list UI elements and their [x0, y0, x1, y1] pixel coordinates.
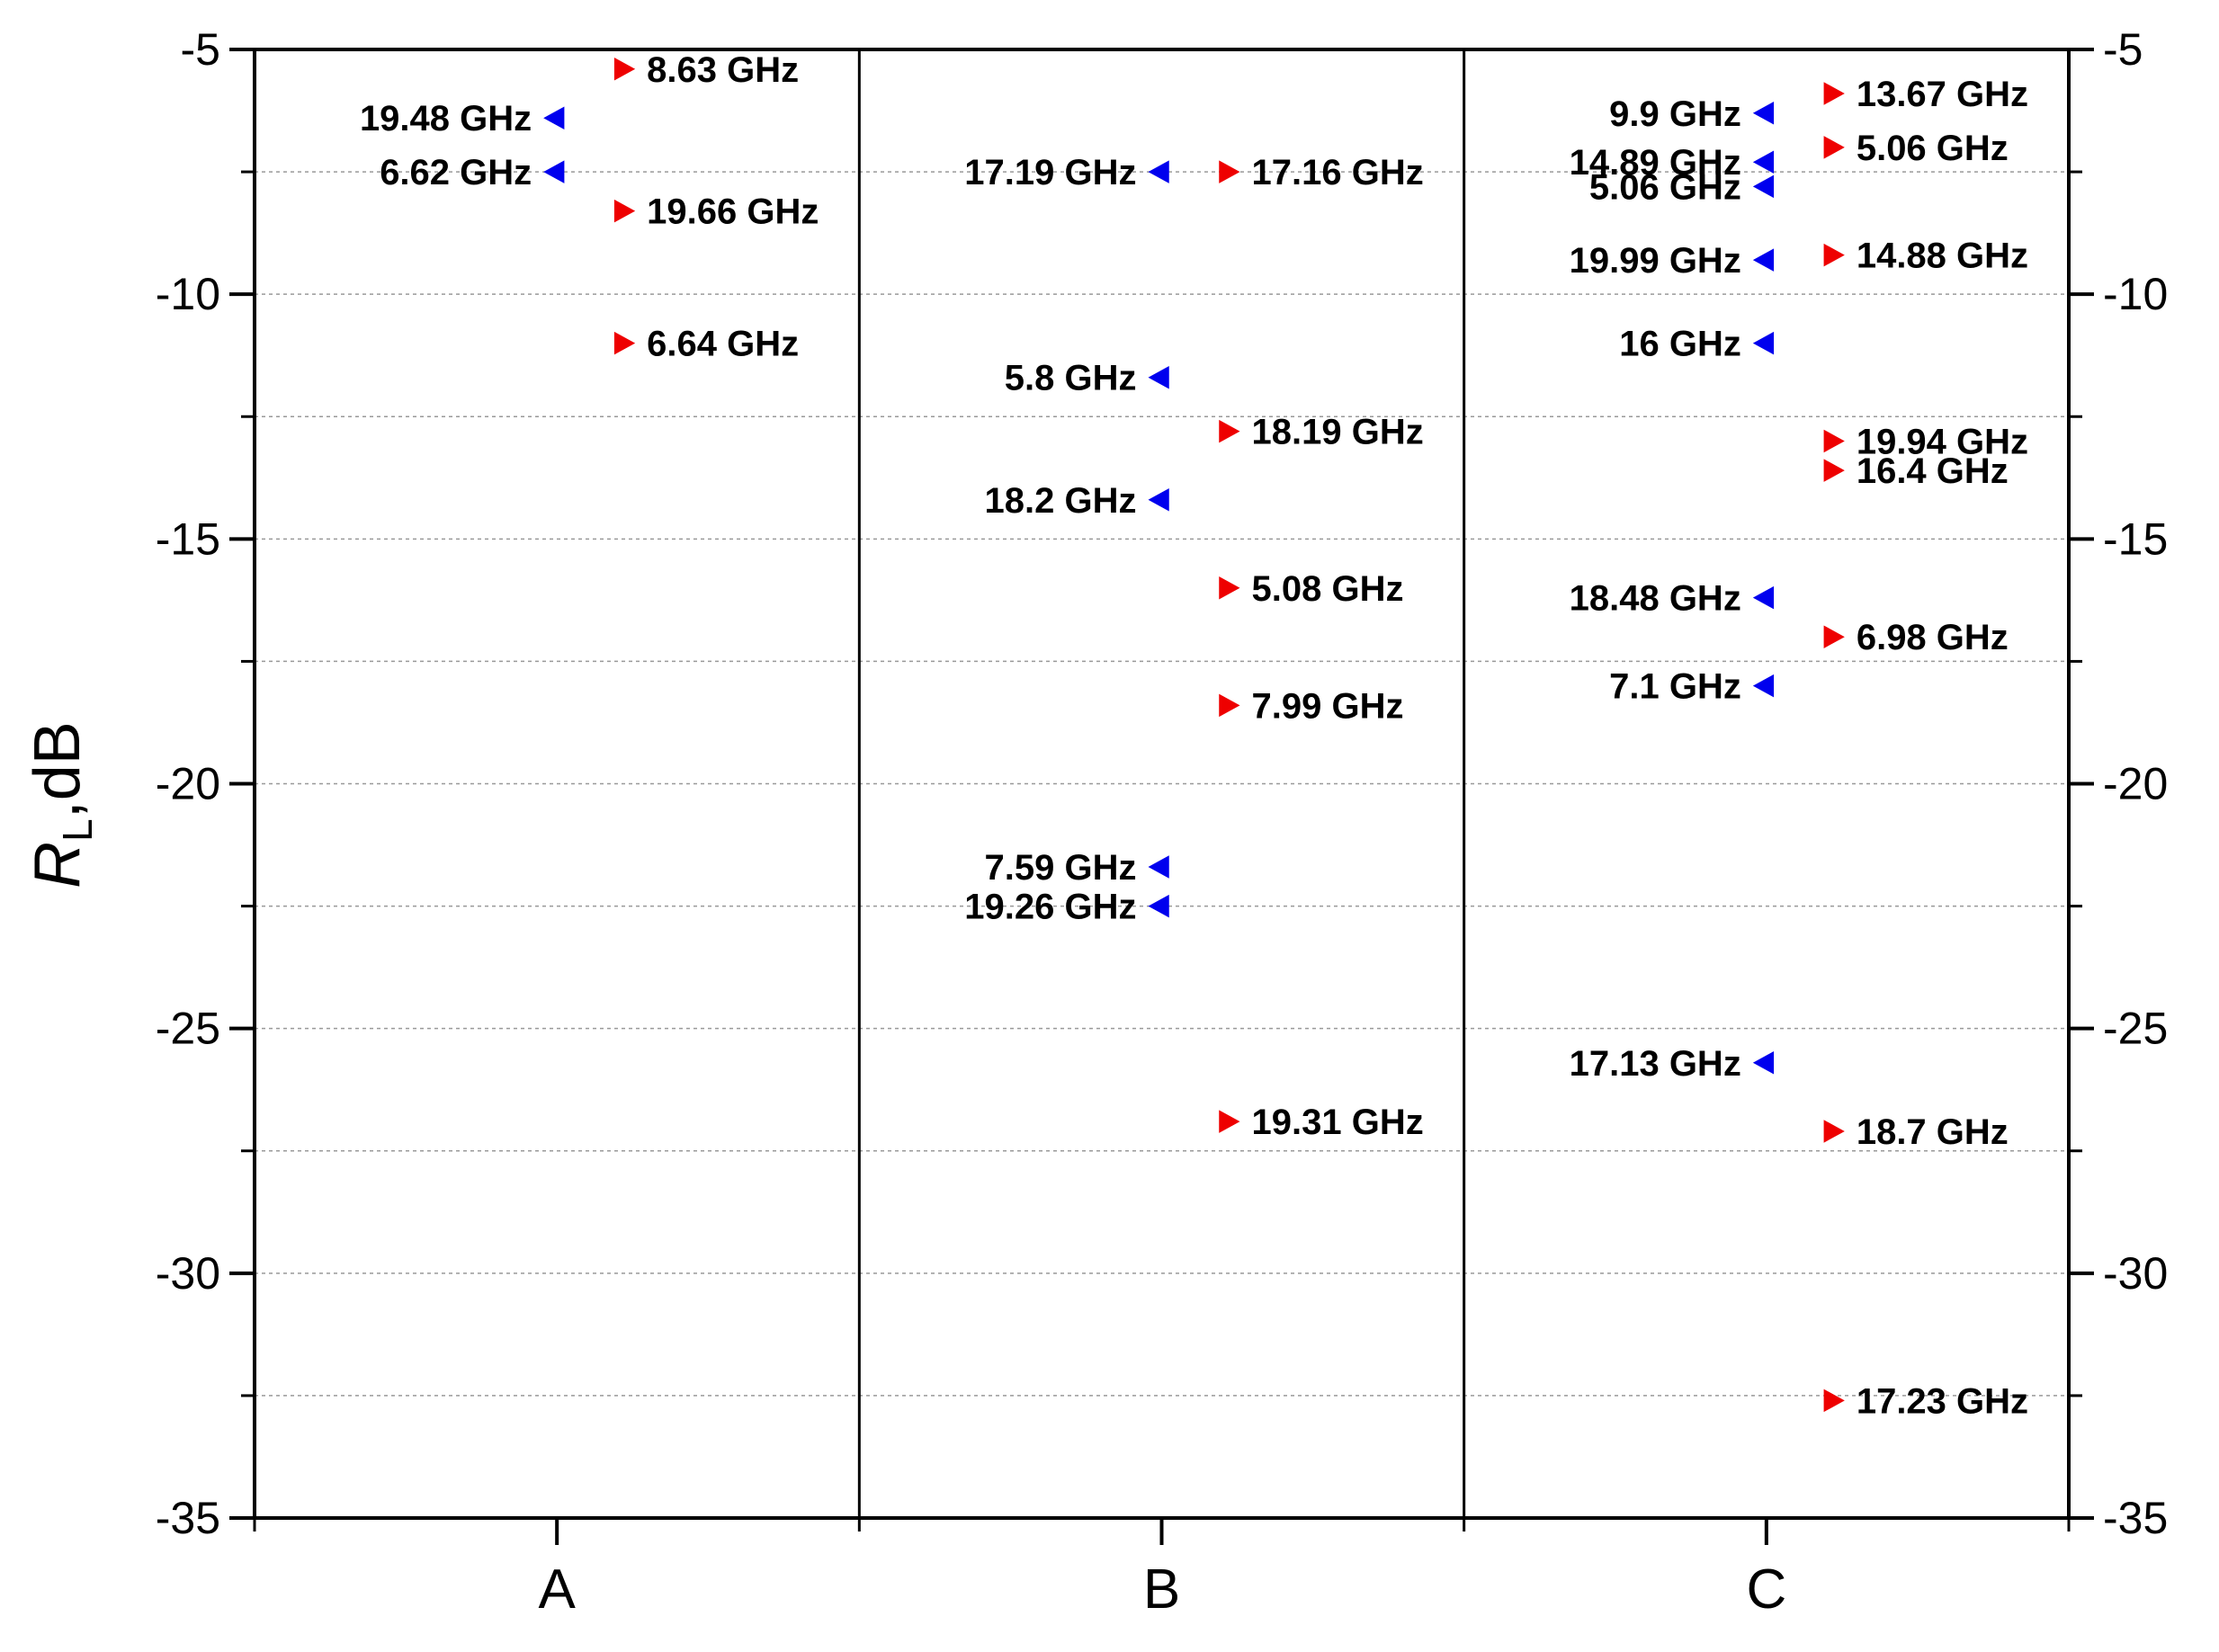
right-series-label: 18.19 GHz	[1252, 413, 1424, 452]
right-series-label: 6.98 GHz	[1857, 618, 2009, 657]
left-series-marker	[1148, 488, 1169, 512]
y-tick-label-right: -10	[2103, 269, 2168, 319]
left-series-marker	[543, 160, 565, 183]
right-series-marker	[1823, 1120, 1845, 1143]
right-series-label: 16.4 GHz	[1857, 451, 2009, 491]
right-series-marker	[1219, 693, 1240, 718]
right-series-label: 6.64 GHz	[647, 325, 799, 364]
right-series-marker	[1823, 625, 1845, 648]
y-tick-label-right: -25	[2103, 1004, 2168, 1054]
left-series-marker	[1148, 160, 1169, 183]
right-series-label: 14.88 GHz	[1857, 237, 2028, 276]
right-series-marker	[613, 58, 636, 81]
left-series-label: 16 GHz	[1619, 325, 1741, 364]
left-series-marker	[1752, 102, 1775, 125]
y-axis-label: RL,dB	[22, 721, 101, 889]
right-series-marker	[1823, 429, 1845, 453]
y-tick-label-left: -15	[156, 513, 220, 564]
left-series-marker	[1752, 331, 1775, 355]
right-series-marker	[1219, 160, 1240, 183]
right-series-marker	[1823, 1389, 1845, 1413]
y-tick-label-right: -5	[2103, 24, 2143, 75]
right-series-label: 7.99 GHz	[1252, 686, 1404, 726]
right-series-label: 19.94 GHz	[1857, 422, 2028, 461]
grid-layer	[255, 171, 2069, 1397]
left-series-label: 19.26 GHz	[964, 888, 1136, 927]
left-series-marker	[1752, 174, 1775, 199]
right-series-marker	[613, 199, 636, 223]
left-series-marker	[1752, 1051, 1775, 1075]
right-series-label: 18.7 GHz	[1857, 1112, 2009, 1152]
x-category-label: A	[538, 1558, 576, 1621]
left-series-marker	[1752, 585, 1775, 610]
right-series-marker	[613, 331, 636, 355]
left-series-label: 18.48 GHz	[1570, 579, 1741, 619]
left-series-marker	[1752, 248, 1775, 272]
y-axis-label-main: R	[22, 842, 94, 889]
y-tick-label-left: -10	[156, 269, 220, 319]
y-tick-label-right: -35	[2103, 1493, 2168, 1543]
left-series-label: 19.99 GHz	[1570, 241, 1741, 281]
right-series-label: 13.67 GHz	[1857, 75, 2028, 114]
right-series-marker	[1219, 576, 1240, 600]
left-series-marker	[543, 106, 565, 129]
right-series-marker	[1219, 1110, 1240, 1133]
left-series-marker	[1752, 674, 1775, 698]
y-axis-label-subscript: L	[54, 818, 101, 842]
left-series-label: 7.1 GHz	[1609, 667, 1741, 707]
right-series-label: 5.08 GHz	[1252, 569, 1404, 609]
x-category-label: B	[1143, 1558, 1180, 1621]
right-series-label: 17.23 GHz	[1857, 1381, 2028, 1421]
left-series-label: 17.13 GHz	[1570, 1044, 1741, 1084]
y-tick-label-left: -30	[156, 1248, 220, 1299]
left-series-label: 6.62 GHz	[380, 153, 532, 192]
marks-layer: 19.48 GHz 6.62 GHz 17.19 GHz 5.8 GHz 18.2 GH…	[360, 50, 2028, 1422]
left-series-marker	[1752, 150, 1775, 174]
left-series-label: 5.8 GHz	[1005, 359, 1137, 398]
right-series-marker	[1823, 459, 1845, 482]
y-tick-label-left: -20	[156, 759, 220, 809]
category-separators	[857, 49, 1466, 1518]
x-category-label: C	[1746, 1558, 1786, 1621]
y-tick-label-left: -35	[156, 1493, 220, 1543]
right-series-marker	[1823, 136, 1845, 159]
right-series-label: 19.31 GHz	[1252, 1103, 1424, 1142]
right-series-marker	[1219, 419, 1240, 443]
left-series-label: 19.48 GHz	[360, 99, 532, 138]
y-tick-label-right: -30	[2103, 1248, 2168, 1299]
right-series-marker	[1823, 82, 1845, 105]
left-series-label: 17.19 GHz	[964, 153, 1136, 192]
y-tick-label-left: -5	[181, 24, 220, 75]
right-series-label: 5.06 GHz	[1857, 129, 2009, 168]
left-series-marker	[1148, 855, 1169, 879]
left-series-marker	[1148, 894, 1169, 918]
right-series-marker	[1823, 243, 1845, 267]
left-series-label: 5.06 GHz	[1589, 167, 1741, 207]
left-series-label: 18.2 GHz	[985, 481, 1137, 521]
ticks-layer: -5 -5 -10 -10 -15 -15 -20 -20 -25 -25 -30 -30 -35 -35…	[156, 24, 2169, 1621]
left-series-label: 14.89 GHz	[1570, 143, 1741, 183]
y-tick-label-right: -20	[2103, 759, 2168, 809]
left-series-label: 9.9 GHz	[1609, 94, 1741, 134]
right-series-label: 17.16 GHz	[1252, 153, 1424, 192]
left-series-marker	[1148, 365, 1169, 389]
left-series-label: 7.59 GHz	[985, 848, 1137, 888]
y-axis-label-suffix: ,dB	[22, 721, 94, 818]
right-series-label: 19.66 GHz	[647, 192, 819, 232]
y-tick-label-left: -25	[156, 1004, 220, 1054]
y-tick-label-right: -15	[2103, 513, 2168, 564]
right-series-label: 8.63 GHz	[647, 50, 799, 90]
